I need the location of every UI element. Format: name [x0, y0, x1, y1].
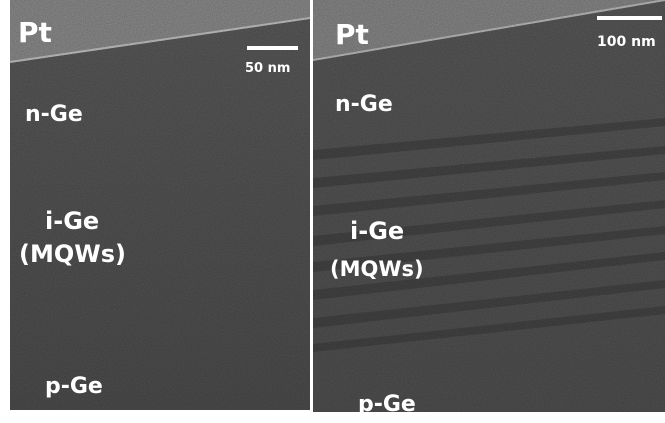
layer-label: n-Ge [25, 102, 83, 127]
layer-label: i-Ge [350, 217, 404, 245]
layer-label: n-Ge [335, 92, 393, 117]
layer-label: p-Ge [358, 392, 416, 417]
layer-label: i-Ge [45, 207, 99, 235]
scale-label: 100 nm [597, 34, 656, 50]
scale-label: 50 nm [245, 61, 290, 76]
grain [10, 0, 310, 410]
layer-label: p-Ge [45, 374, 103, 399]
left-panel [10, 0, 310, 410]
right-panel [313, 0, 665, 412]
grain [313, 0, 665, 412]
layer-note: (MQWs) [19, 240, 126, 268]
pt-label: Pt [335, 18, 369, 51]
layer-note: (MQWs) [330, 257, 424, 281]
pt-label: Pt [18, 16, 52, 49]
